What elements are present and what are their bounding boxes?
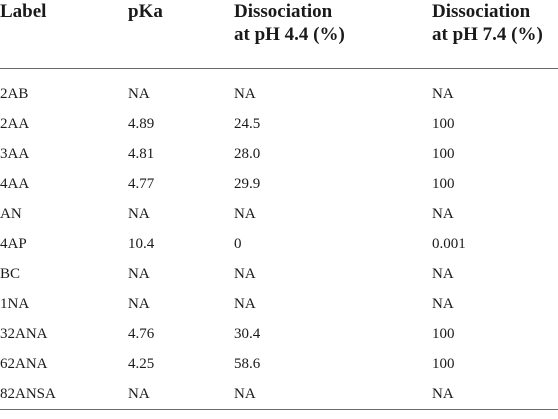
table-row: 2AA 4.89 24.5 100 (0, 109, 558, 139)
cell-pka: 10.4 (128, 236, 155, 252)
cell-pka: 4.89 (128, 116, 155, 132)
cell-label: 62ANA (0, 356, 48, 372)
cell-dissociation-ph44: NA (234, 206, 256, 222)
cell-dissociation-ph44: 30.4 (234, 326, 261, 342)
cell-label: BC (0, 266, 21, 282)
table-body: 2AB NA NA NA 2AA 4.89 24.5 100 3AA 4.81 28.0 100 4AA… (0, 69, 558, 410)
header-dissociation-ph44: Dissociation at pH 4.4 (%) (234, 0, 432, 69)
data-table-container: Label pKa Dissociation at pH 4.4 (%) Dis… (0, 0, 558, 410)
header-dissociation-ph44-line-1: Dissociation (234, 1, 333, 22)
header-dissociation-ph74-line-2: at pH 7.4 (%) (432, 24, 543, 45)
table-row: 4AP 10.4 0 0.001 (0, 229, 558, 259)
cell-dissociation-ph74: 100 (432, 176, 455, 192)
table-row: BC NA NA NA (0, 259, 558, 289)
cell-dissociation-ph74: 100 (432, 326, 455, 342)
header-dissociation-ph74: Dissociation at pH 7.4 (%) (432, 0, 558, 69)
table-row: 62ANA 4.25 58.6 100 (0, 349, 558, 379)
header-label-line-1: Label (0, 1, 47, 22)
cell-dissociation-ph44: NA (234, 266, 256, 282)
table-row: 3AA 4.81 28.0 100 (0, 139, 558, 169)
cell-label: 3AA (0, 146, 30, 162)
cell-label: 4AA (0, 176, 30, 192)
dissociation-table: Label pKa Dissociation at pH 4.4 (%) Dis… (0, 0, 558, 410)
table-row: 2AB NA NA NA (0, 69, 558, 110)
header-dissociation-ph44-line-2: at pH 4.4 (%) (234, 24, 345, 45)
cell-dissociation-ph44: NA (234, 379, 432, 410)
cell-dissociation-ph44: 28.0 (234, 146, 261, 162)
cell-dissociation-ph44: 24.5 (234, 116, 261, 132)
cell-pka: 4.81 (128, 146, 155, 162)
cell-pka: 4.76 (128, 326, 155, 342)
cell-dissociation-ph44: 0 (234, 236, 242, 252)
header-label: Label (0, 0, 128, 69)
cell-dissociation-ph44: NA (234, 296, 256, 312)
cell-dissociation-ph44: 58.6 (234, 356, 261, 372)
cell-dissociation-ph74: 0.001 (432, 236, 466, 252)
table-header: Label pKa Dissociation at pH 4.4 (%) Dis… (0, 0, 558, 69)
cell-dissociation-ph74: 100 (432, 356, 455, 372)
cell-dissociation-ph44: NA (234, 86, 256, 102)
cell-pka: NA (128, 86, 150, 102)
table-row: 1NA NA NA NA (0, 289, 558, 319)
cell-dissociation-ph74: 100 (432, 116, 455, 132)
cell-pka: NA (128, 266, 150, 282)
cell-label: 1NA (0, 296, 30, 312)
table-row: AN NA NA NA (0, 199, 558, 229)
cell-dissociation-ph74: NA (432, 206, 454, 222)
cell-pka: NA (128, 379, 234, 410)
cell-label: 2AA (0, 116, 30, 132)
cell-dissociation-ph74: 100 (432, 146, 455, 162)
header-pka-line-1: pKa (128, 1, 163, 22)
cell-label: 2AB (0, 86, 29, 102)
table-row: 82ANSA NA NA NA (0, 379, 558, 410)
header-row: Label pKa Dissociation at pH 4.4 (%) Dis… (0, 0, 558, 69)
header-dissociation-ph74-line-1: Dissociation (432, 1, 531, 22)
cell-dissociation-ph44: 29.9 (234, 176, 261, 192)
cell-label: 4AP (0, 236, 27, 252)
cell-pka: 4.77 (128, 176, 155, 192)
cell-dissociation-ph74: NA (432, 379, 558, 410)
cell-pka: NA (128, 296, 150, 312)
cell-dissociation-ph74: NA (432, 86, 454, 102)
table-row: 32ANA 4.76 30.4 100 (0, 319, 558, 349)
cell-dissociation-ph74: NA (432, 296, 454, 312)
cell-label: AN (0, 206, 22, 222)
cell-pka: 4.25 (128, 356, 155, 372)
cell-label: 82ANSA (0, 379, 128, 410)
cell-pka: NA (128, 206, 150, 222)
table-row: 4AA 4.77 29.9 100 (0, 169, 558, 199)
header-pka: pKa (128, 0, 234, 69)
cell-label: 32ANA (0, 326, 48, 342)
cell-dissociation-ph74: NA (432, 266, 454, 282)
